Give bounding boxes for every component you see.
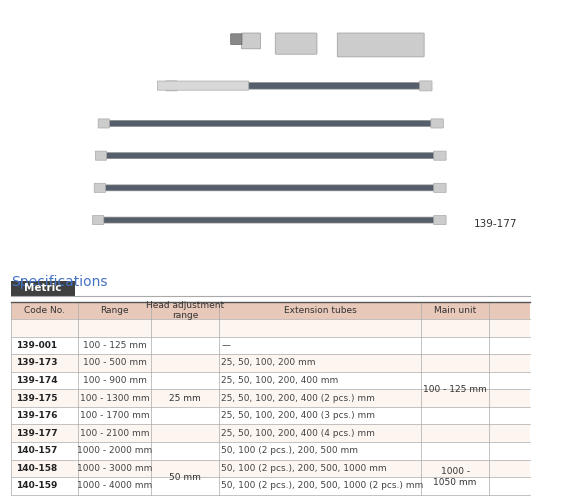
FancyBboxPatch shape [275,33,317,54]
FancyBboxPatch shape [11,281,74,296]
Text: 50, 100 (2 pcs.), 200, 500, 1000 mm: 50, 100 (2 pcs.), 200, 500, 1000 mm [222,464,387,473]
FancyBboxPatch shape [94,183,105,192]
Text: 100 - 2100 mm: 100 - 2100 mm [80,429,149,438]
FancyBboxPatch shape [104,153,438,159]
Text: 25, 50, 100, 200, 400 (3 pcs.) mm: 25, 50, 100, 200, 400 (3 pcs.) mm [222,411,376,420]
Text: 100 - 1300 mm: 100 - 1300 mm [80,394,149,403]
FancyBboxPatch shape [11,319,531,336]
Text: Metric: Metric [24,283,61,293]
Text: 50, 100 (2 pcs.), 200, 500, 1000 (2 pcs.) mm: 50, 100 (2 pcs.), 200, 500, 1000 (2 pcs.… [222,482,424,491]
Text: 100 - 125 mm: 100 - 125 mm [424,385,487,394]
FancyBboxPatch shape [241,33,261,49]
FancyBboxPatch shape [103,185,438,191]
Text: Specifications: Specifications [11,275,107,289]
FancyBboxPatch shape [11,336,531,354]
Text: 1000 - 2000 mm: 1000 - 2000 mm [77,446,152,455]
FancyBboxPatch shape [434,216,446,225]
Text: 25, 50, 100, 200, 400 (4 pcs.) mm: 25, 50, 100, 200, 400 (4 pcs.) mm [222,429,375,438]
FancyBboxPatch shape [11,372,531,389]
Text: Code No.: Code No. [24,306,65,315]
FancyBboxPatch shape [431,119,443,128]
Text: 139-176: 139-176 [16,411,58,420]
Text: 140-157: 140-157 [16,446,58,455]
Text: 25, 50, 100, 200, 400 (2 pcs.) mm: 25, 50, 100, 200, 400 (2 pcs.) mm [222,394,375,403]
FancyBboxPatch shape [434,151,446,160]
Text: 100 - 125 mm: 100 - 125 mm [83,341,147,350]
Text: 139-177: 139-177 [474,219,517,229]
Text: 50, 100 (2 pcs.), 200, 500 mm: 50, 100 (2 pcs.), 200, 500 mm [222,446,358,455]
Text: Head adjustment
range: Head adjustment range [146,301,224,320]
FancyBboxPatch shape [337,33,424,57]
FancyBboxPatch shape [101,217,438,223]
FancyBboxPatch shape [11,424,531,442]
Text: Main unit: Main unit [434,306,476,315]
FancyBboxPatch shape [11,302,531,319]
Text: 100 - 1700 mm: 100 - 1700 mm [80,411,149,420]
Text: 1000 -
1050 mm: 1000 - 1050 mm [434,468,477,487]
Text: 139-175: 139-175 [16,394,58,403]
Text: 139-173: 139-173 [16,358,58,367]
Text: 100 - 900 mm: 100 - 900 mm [83,376,147,385]
FancyBboxPatch shape [11,407,531,424]
Text: 25, 50, 100, 200, 400 mm: 25, 50, 100, 200, 400 mm [222,376,338,385]
FancyBboxPatch shape [11,442,531,460]
FancyBboxPatch shape [174,83,424,89]
Text: 1000 - 3000 mm: 1000 - 3000 mm [77,464,152,473]
FancyBboxPatch shape [98,119,109,128]
FancyBboxPatch shape [11,389,531,407]
Text: 1000 - 4000 mm: 1000 - 4000 mm [77,482,152,491]
FancyBboxPatch shape [11,477,531,495]
Text: —: — [222,341,231,350]
Text: 139-001: 139-001 [16,341,58,350]
Text: 139-174: 139-174 [16,376,58,385]
Text: 139-177: 139-177 [16,429,58,438]
Text: 25 mm: 25 mm [169,394,201,403]
Text: 50 mm: 50 mm [169,473,201,482]
FancyBboxPatch shape [92,216,104,225]
Text: 140-158: 140-158 [16,464,58,473]
Text: 100 - 500 mm: 100 - 500 mm [83,358,147,367]
Text: 140-159: 140-159 [16,482,58,491]
FancyBboxPatch shape [231,34,242,45]
FancyBboxPatch shape [434,183,446,192]
FancyBboxPatch shape [166,81,177,91]
FancyBboxPatch shape [11,354,531,372]
FancyBboxPatch shape [95,151,107,160]
FancyBboxPatch shape [420,81,432,91]
Text: 25, 50, 100, 200 mm: 25, 50, 100, 200 mm [222,358,316,367]
FancyBboxPatch shape [107,120,435,126]
Text: Extension tubes: Extension tubes [284,306,356,315]
Text: Range: Range [100,306,129,315]
FancyBboxPatch shape [11,460,531,477]
FancyBboxPatch shape [157,81,249,90]
